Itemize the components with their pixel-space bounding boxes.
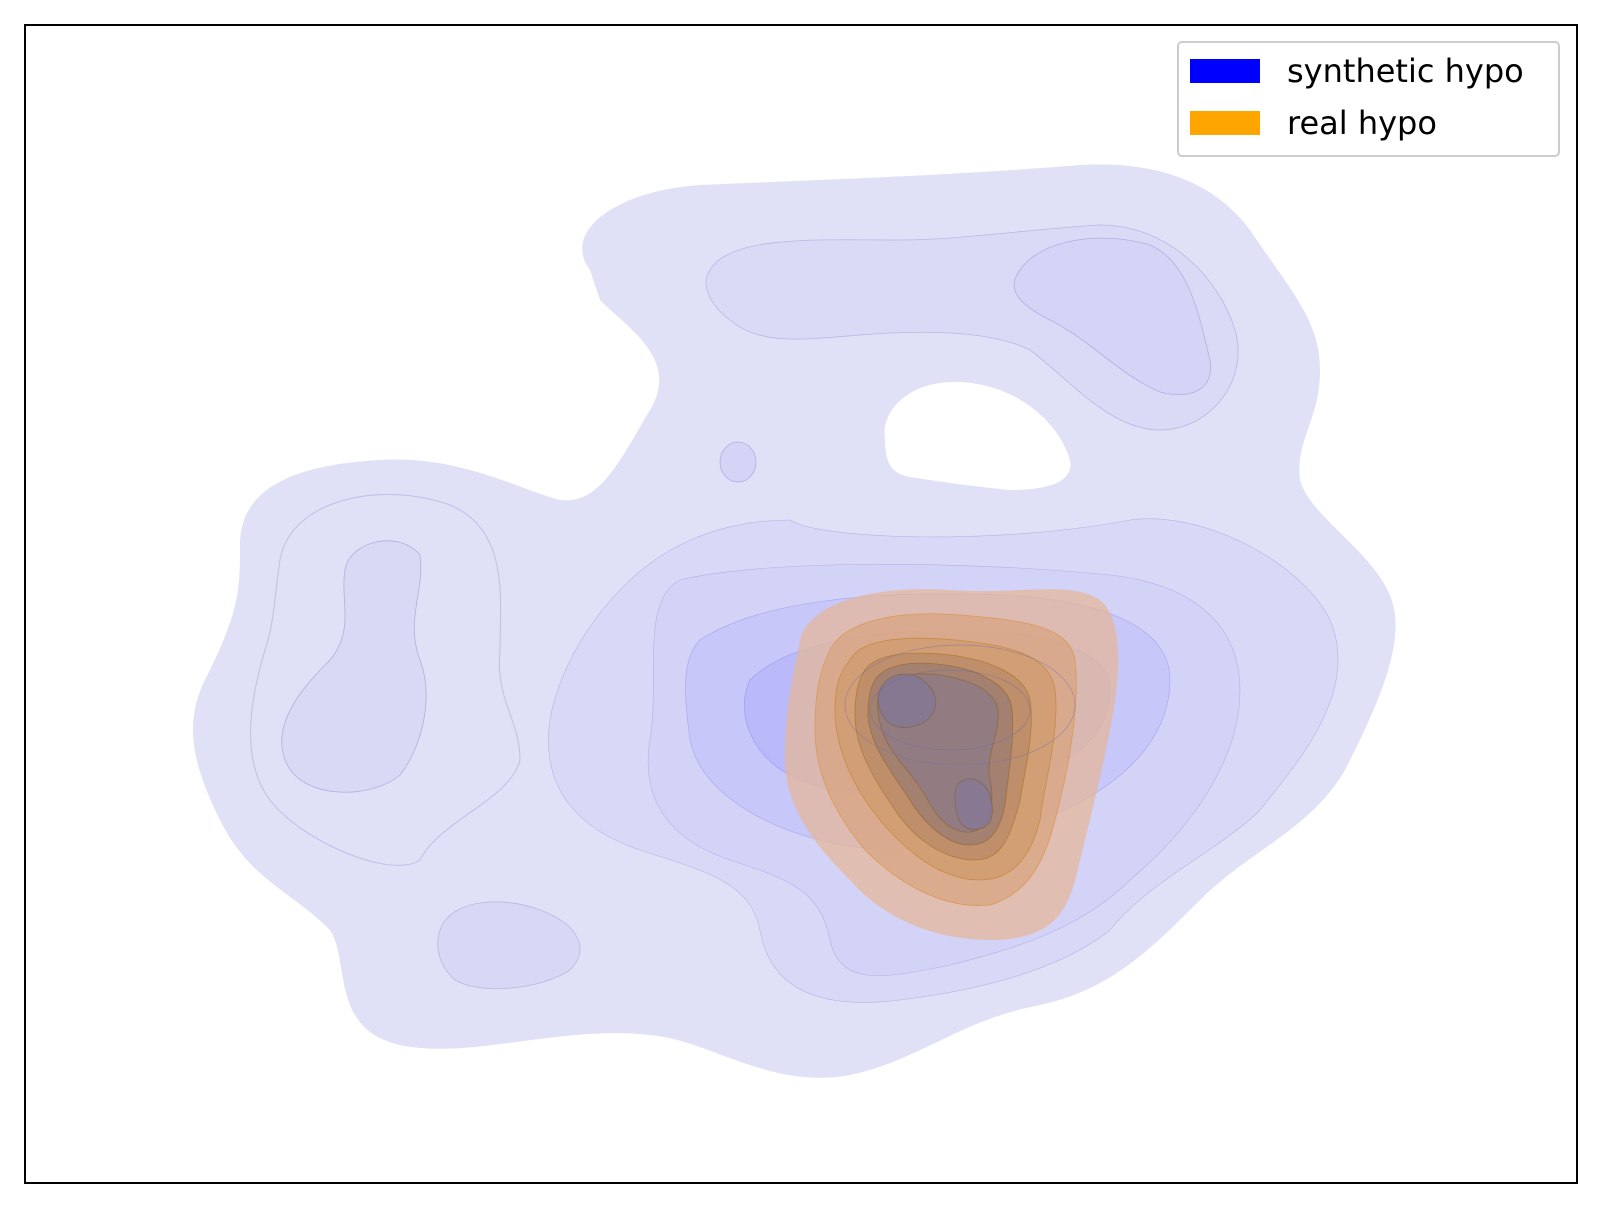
axes-frame	[24, 24, 1578, 1184]
synthetic-contour-ring-b	[869, 669, 1031, 751]
real-contour-peak-lower	[954, 778, 993, 830]
synthetic-contour-left-lobe	[250, 494, 521, 866]
legend-swatch-real	[1190, 111, 1260, 135]
legend-label-synthetic: synthetic hypo	[1287, 52, 1524, 90]
synthetic-contour-left-lobe-inner	[281, 540, 427, 793]
legend-label-real: real hypo	[1287, 104, 1437, 142]
synthetic-contour-bottom-lobe	[437, 901, 581, 990]
synthetic-contour-top-right-inner	[1013, 237, 1212, 396]
legend: synthetic hypo real hypo	[1177, 41, 1560, 157]
synthetic-contour-small-island	[719, 441, 757, 483]
legend-box	[1177, 41, 1560, 157]
real-contour-peak-upper	[877, 673, 937, 729]
legend-swatch-synthetic	[1190, 59, 1260, 83]
synthetic-contour-ring-a	[844, 644, 1076, 766]
